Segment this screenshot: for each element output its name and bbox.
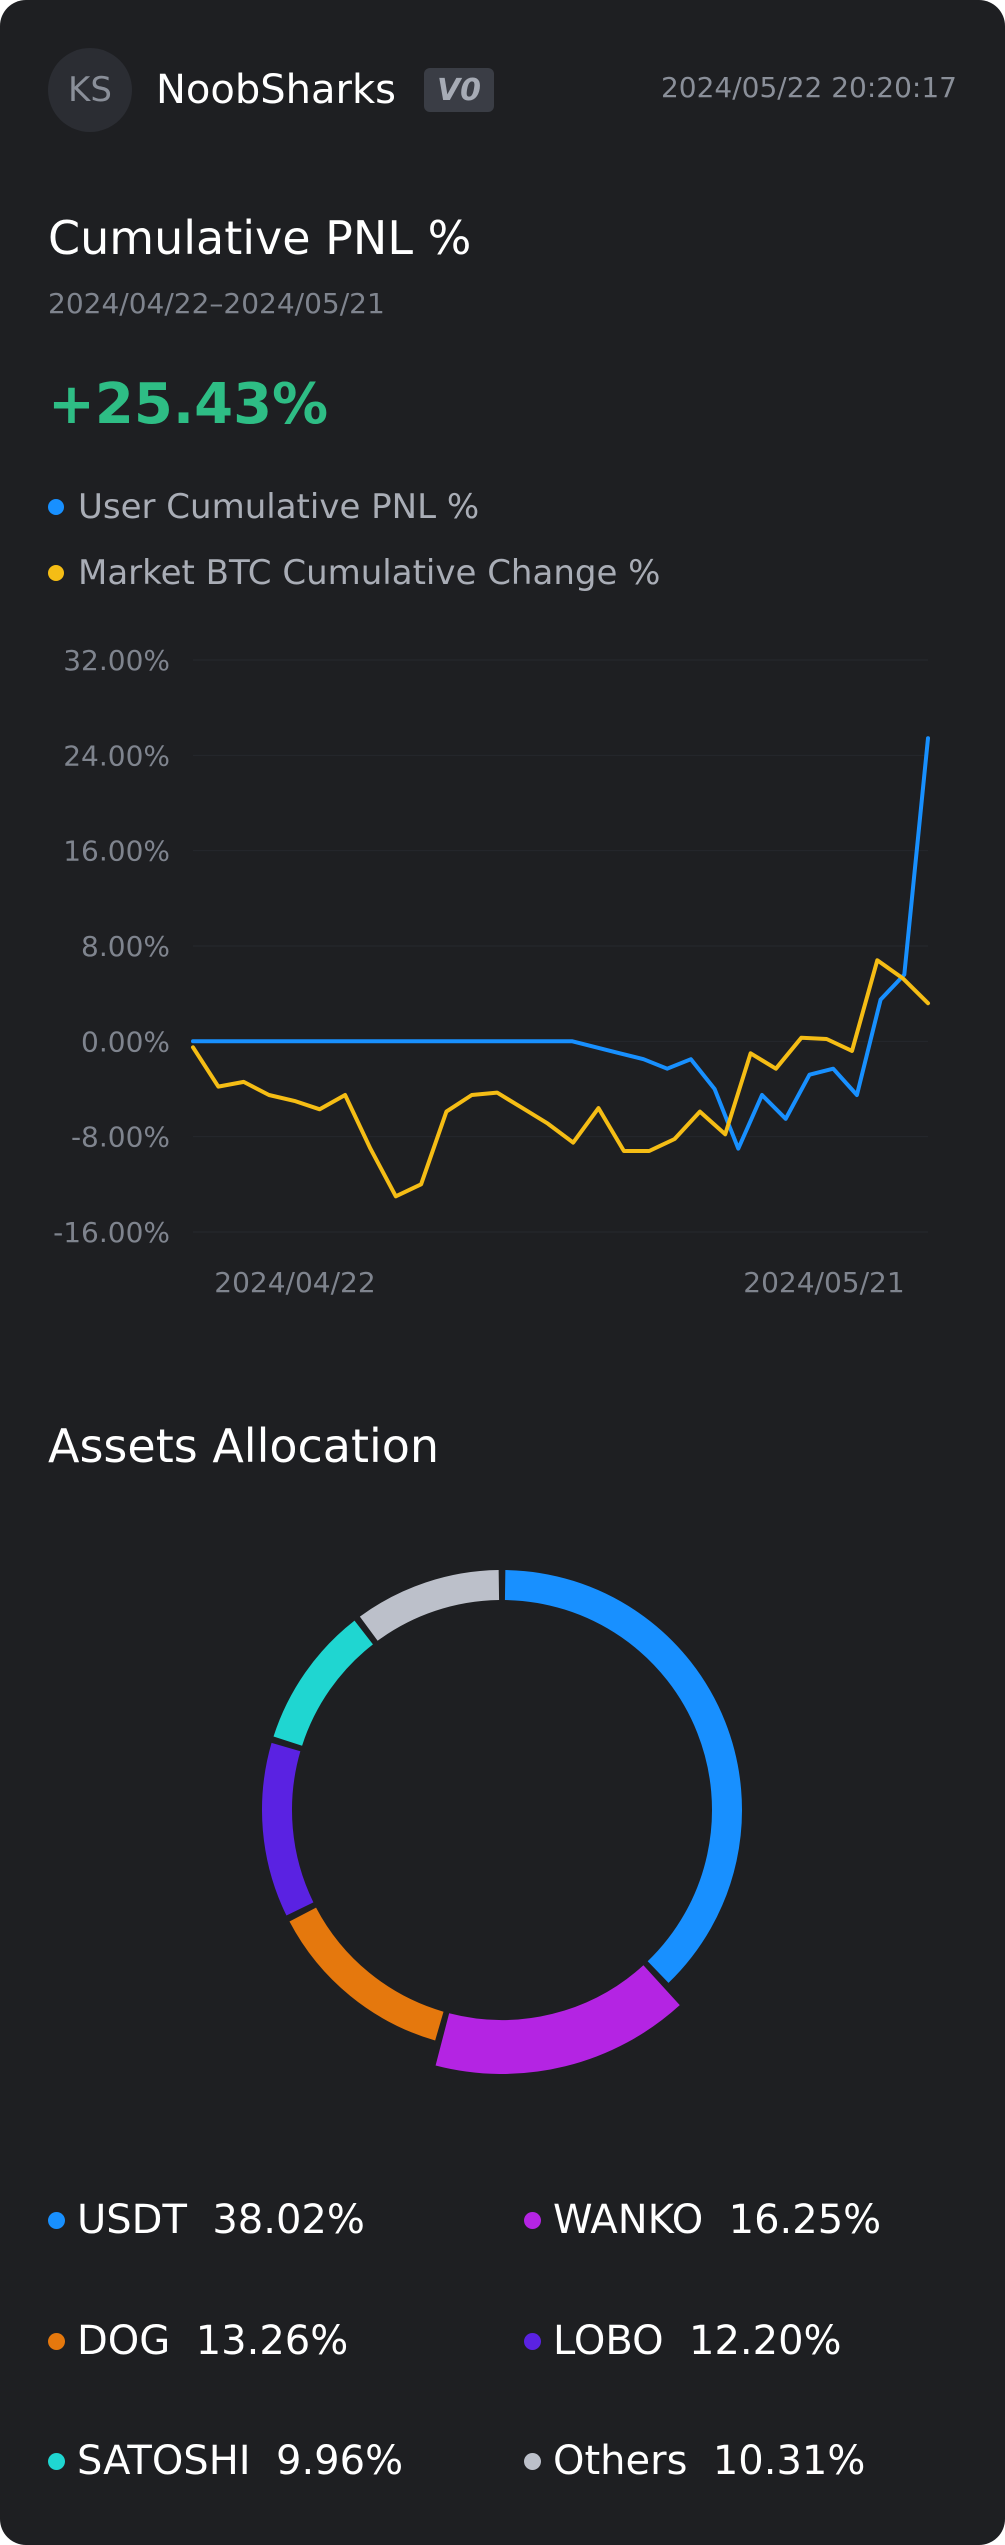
asset-item-wanko: WANKO 16.25% bbox=[524, 2192, 881, 2248]
asset-percent-others: 10.31% bbox=[712, 2438, 866, 2484]
donut-slice-usdt[interactable] bbox=[504, 1570, 742, 1983]
asset-name-satoshi: SATOSHI bbox=[77, 2438, 251, 2484]
y-tick-label: 16.00% bbox=[63, 835, 170, 868]
allocation-donut-chart bbox=[262, 1570, 742, 2074]
asset-name-others: Others bbox=[553, 2438, 688, 2484]
asset-dot-dog bbox=[48, 2332, 65, 2350]
asset-item-dog: DOG 13.26% bbox=[48, 2313, 348, 2369]
pnl-value: +25.43% bbox=[48, 372, 329, 437]
y-tick-label: 24.00% bbox=[63, 739, 170, 772]
legend-dot-btc bbox=[48, 565, 64, 581]
donut-slice-dog[interactable] bbox=[289, 1907, 444, 2041]
asset-percent-wanko: 16.25% bbox=[728, 2197, 882, 2243]
avatar[interactable]: KS bbox=[48, 48, 132, 132]
legend-label-btc: Market BTC Cumulative Change % bbox=[78, 553, 661, 593]
y-tick-label: 0.00% bbox=[81, 1025, 170, 1058]
snapshot-timestamp: 2024/05/22 20:20:17 bbox=[660, 71, 957, 104]
donut-slice-lobo[interactable] bbox=[262, 1742, 314, 1916]
legend-market-btc: Market BTC Cumulative Change % bbox=[48, 550, 660, 596]
series-line-btc-change bbox=[191, 958, 930, 1199]
series-line-user-pnl bbox=[191, 736, 930, 1151]
asset-name-dog: DOG bbox=[77, 2318, 171, 2364]
asset-item-lobo: LOBO 12.20% bbox=[524, 2313, 842, 2369]
donut-slice-others[interactable] bbox=[359, 1570, 500, 1641]
username: NoobSharks bbox=[156, 67, 396, 113]
x-tick-label: 2024/04/22 bbox=[214, 1266, 375, 1299]
asset-percent-satoshi: 9.96% bbox=[276, 2438, 404, 2484]
asset-item-others: Others 10.31% bbox=[524, 2433, 865, 2489]
pnl-line-chart: 32.00% 24.00% 16.00% 8.00% 0.00% -8.00% -16.00… bbox=[53, 644, 930, 1299]
asset-dot-lobo bbox=[524, 2332, 541, 2350]
asset-dot-usdt bbox=[48, 2211, 65, 2229]
vip-level-badge: V0 bbox=[424, 68, 494, 112]
asset-dot-others bbox=[524, 2452, 541, 2470]
asset-dot-satoshi bbox=[48, 2452, 65, 2470]
donut-slice-wanko[interactable] bbox=[435, 1964, 680, 2074]
pnl-date-range: 2024/04/22–2024/05/21 bbox=[48, 287, 385, 320]
legend-label-user: User Cumulative PNL % bbox=[78, 487, 480, 527]
asset-name-usdt: USDT bbox=[77, 2197, 187, 2243]
asset-dot-wanko bbox=[524, 2211, 541, 2229]
asset-item-satoshi: SATOSHI 9.96% bbox=[48, 2433, 403, 2489]
asset-item-usdt: USDT 38.02% bbox=[48, 2192, 365, 2248]
legend-dot-user bbox=[48, 499, 64, 515]
donut-slice-satoshi[interactable] bbox=[273, 1620, 374, 1746]
allocation-section-title: Assets Allocation bbox=[48, 1419, 440, 1473]
asset-percent-dog: 13.26% bbox=[195, 2318, 349, 2364]
y-tick-label: -8.00% bbox=[71, 1121, 170, 1154]
x-tick-label: 2024/05/21 bbox=[743, 1266, 904, 1299]
pnl-section-title: Cumulative PNL % bbox=[48, 211, 472, 265]
asset-percent-usdt: 38.02% bbox=[212, 2197, 365, 2243]
asset-name-wanko: WANKO bbox=[553, 2197, 704, 2243]
y-tick-label: -16.00% bbox=[53, 1216, 170, 1249]
asset-name-lobo: LOBO bbox=[553, 2318, 664, 2364]
avatar-initials: KS bbox=[68, 70, 112, 110]
legend-user-pnl: User Cumulative PNL % bbox=[48, 484, 479, 530]
asset-percent-lobo: 12.20% bbox=[689, 2318, 842, 2364]
y-tick-label: 32.00% bbox=[63, 644, 170, 677]
y-tick-label: 8.00% bbox=[81, 930, 170, 963]
